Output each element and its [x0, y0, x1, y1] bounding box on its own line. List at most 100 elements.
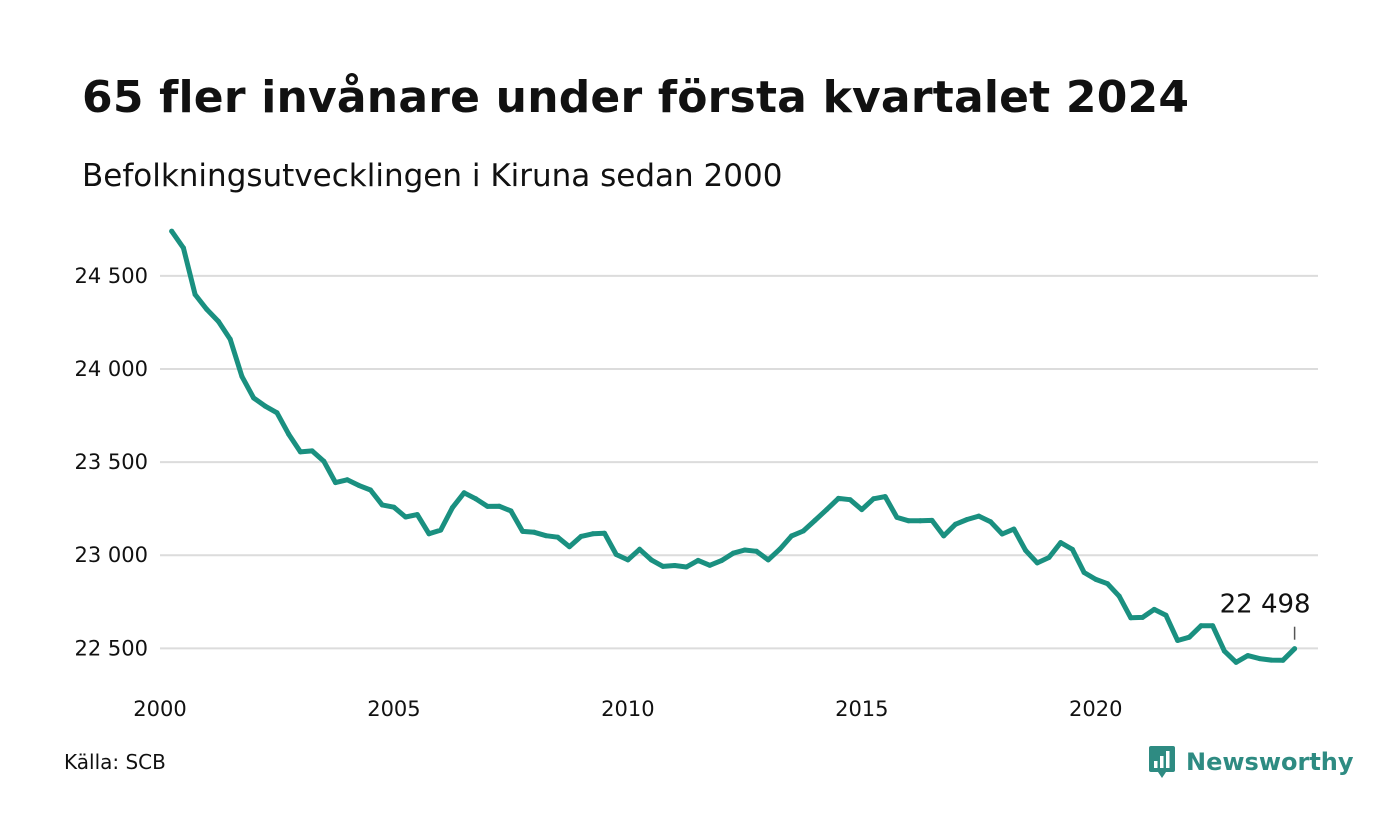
data-point [449, 505, 455, 511]
x-tick-label: 2010 [601, 697, 654, 721]
data-point [262, 403, 268, 409]
data-point [461, 490, 467, 496]
newsworthy-chart-bubble-icon [1149, 746, 1175, 778]
data-point [683, 564, 689, 570]
data-point [613, 552, 619, 557]
x-axis-tick-labels: 2000 2005 2010 2015 2020 [133, 697, 1122, 721]
data-point [1210, 623, 1216, 629]
data-point [882, 494, 888, 500]
data-point [1081, 570, 1087, 575]
data-point [672, 563, 678, 568]
data-point [1011, 526, 1017, 532]
x-tick-label: 2020 [1069, 697, 1122, 721]
data-point [906, 518, 912, 524]
data-point [555, 534, 561, 540]
data-point [789, 533, 795, 539]
data-point [1268, 657, 1274, 663]
data-point [777, 546, 783, 552]
x-tick-label: 2000 [133, 697, 186, 721]
series-line [169, 228, 1298, 665]
newsworthy-logo: Newsworthy [1148, 743, 1354, 781]
data-point [473, 496, 479, 502]
data-point [180, 245, 186, 251]
data-point [1163, 612, 1169, 618]
data-point [1128, 615, 1134, 621]
data-point [730, 550, 736, 556]
data-point [602, 530, 607, 536]
data-point [309, 448, 315, 454]
x-tick-label: 2005 [367, 697, 420, 721]
data-point [707, 562, 713, 568]
data-point [426, 531, 432, 537]
data-point [169, 228, 175, 234]
data-point [520, 528, 526, 534]
grid-lines [160, 274, 1318, 650]
data-point [952, 521, 958, 527]
series-layer [169, 228, 1298, 665]
data-point [1280, 657, 1286, 663]
data-point [1221, 648, 1227, 654]
data-point [496, 503, 502, 509]
chart-subtitle: Befolkningsutvecklingen i Kiruna sedan 2… [82, 158, 783, 194]
data-point [812, 517, 818, 523]
data-point [1175, 638, 1181, 643]
chart-title: 65 fler invånare under första kvartalet … [82, 72, 1190, 123]
data-point [1046, 555, 1052, 560]
data-point [988, 519, 993, 525]
data-point [941, 533, 947, 539]
data-point [719, 558, 724, 564]
data-point [192, 292, 198, 297]
data-point [1058, 540, 1064, 546]
data-point [590, 531, 596, 537]
data-point [356, 482, 362, 488]
data-point [379, 502, 385, 508]
data-point [485, 503, 490, 509]
data-point [1093, 576, 1099, 582]
data-point [754, 548, 759, 554]
data-point [1034, 560, 1040, 566]
y-tick-label: 24 000 [75, 357, 148, 381]
data-point [286, 431, 292, 437]
data-point [1151, 606, 1157, 612]
data-point [566, 544, 572, 550]
data-point [368, 487, 373, 493]
data-point [824, 507, 830, 513]
data-point [274, 410, 280, 416]
data-point [414, 512, 420, 518]
source-note: Källa: SCB [64, 750, 166, 774]
data-point [204, 306, 210, 312]
data-point [578, 533, 584, 539]
data-point [894, 514, 900, 520]
data-point [1069, 546, 1075, 552]
y-tick-label: 22 500 [75, 636, 148, 660]
data-point [871, 496, 876, 502]
data-point [216, 319, 221, 324]
data-point [438, 527, 444, 533]
data-point [765, 557, 771, 563]
data-point [543, 533, 549, 539]
annotation-layer: 22 498 [1220, 590, 1311, 640]
data-point [835, 495, 841, 501]
data-point [648, 557, 654, 563]
data-point [800, 528, 806, 534]
y-tick-label: 24 500 [75, 264, 148, 288]
data-point [1245, 653, 1251, 659]
data-point [239, 373, 245, 379]
data-point [1105, 581, 1110, 587]
data-point [999, 531, 1005, 537]
x-tick-label: 2015 [835, 697, 888, 721]
y-tick-label: 23 500 [75, 450, 148, 474]
data-point [625, 557, 631, 563]
data-point [333, 480, 338, 486]
data-point [297, 449, 303, 455]
data-point [695, 557, 701, 563]
data-point [742, 547, 748, 553]
data-point [1257, 656, 1262, 662]
data-point [531, 529, 537, 535]
data-point [508, 508, 514, 514]
data-point [1198, 623, 1204, 629]
data-point [917, 518, 923, 524]
data-point [403, 514, 409, 520]
y-tick-label: 23 000 [75, 543, 148, 567]
